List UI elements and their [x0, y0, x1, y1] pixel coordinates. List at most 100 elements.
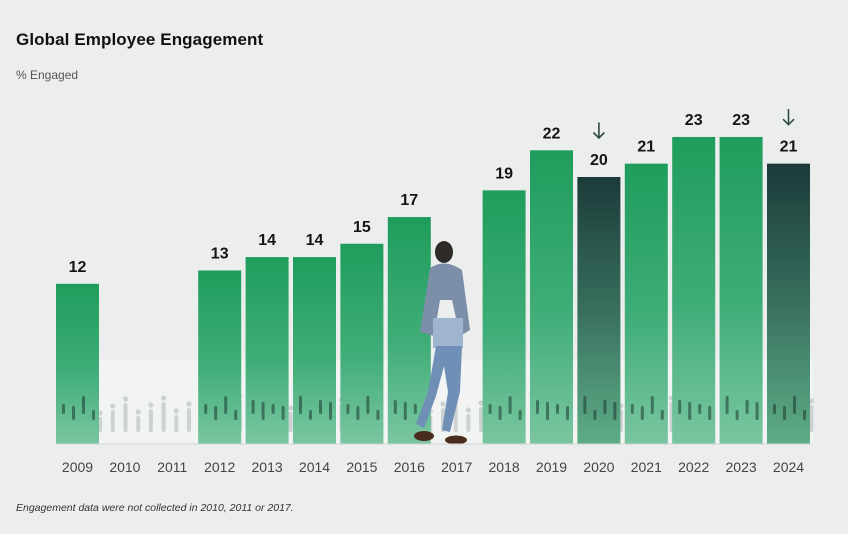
- x-tick-2013: 2013: [252, 459, 283, 475]
- bar-crowd-person: [413, 404, 417, 414]
- crowd-person: [148, 409, 153, 432]
- arrow-down-icon: [782, 108, 795, 126]
- bar-crowd-person: [735, 410, 739, 420]
- bar-crowd-person: [356, 406, 360, 420]
- value-label-2016: 17: [400, 192, 418, 209]
- bar-crowd-person: [62, 404, 65, 414]
- value-label-2013: 14: [258, 232, 276, 249]
- crowd-person-head: [440, 401, 446, 407]
- bar-crowd-person: [376, 410, 380, 420]
- bar-crowd-person: [403, 402, 407, 420]
- crowd-person: [809, 405, 814, 432]
- crowd-person-head: [122, 396, 129, 402]
- x-tick-2010: 2010: [109, 459, 140, 475]
- arrow-down-icon: [593, 122, 605, 140]
- bar-crowd-person: [745, 400, 749, 414]
- bar-crowd-person: [251, 400, 255, 414]
- bar-crowd-person: [660, 410, 664, 420]
- x-tick-2014: 2014: [299, 459, 330, 475]
- crowd-person-head: [186, 401, 192, 407]
- crowd-person-head: [135, 409, 141, 415]
- bar-crowd-person: [556, 404, 559, 414]
- crowd-person: [466, 414, 471, 432]
- x-tick-2022: 2022: [678, 459, 709, 475]
- x-tick-2020: 2020: [583, 459, 614, 475]
- bar-shade-2024: [767, 163, 810, 444]
- crowd-person: [187, 408, 191, 432]
- value-label-2022: 23: [685, 112, 703, 129]
- bar-crowd-person: [366, 396, 370, 414]
- bar-crowd-person: [234, 410, 238, 420]
- crowd-person-head: [465, 407, 471, 413]
- x-tick-2024: 2024: [773, 459, 804, 475]
- value-label-2021: 21: [637, 139, 655, 156]
- x-tick-2021: 2021: [631, 459, 662, 475]
- bar-crowd-person: [773, 404, 776, 414]
- crowd-person-head: [161, 395, 167, 401]
- walker-head: [435, 241, 453, 263]
- crowd-person: [110, 410, 115, 432]
- x-tick-2009: 2009: [62, 459, 93, 475]
- bar-shade-2012: [198, 270, 242, 444]
- bar-crowd-person: [498, 406, 502, 420]
- bar-shade-2021: [624, 163, 668, 444]
- walker-left-shoe: [414, 431, 434, 441]
- footnote: Engagement data were not collected in 20…: [16, 502, 294, 514]
- bar-crowd-person: [546, 402, 549, 420]
- x-tick-2012: 2012: [204, 459, 235, 475]
- walker-right-shoe: [445, 435, 467, 445]
- walker-jacket: [420, 263, 470, 336]
- bar-crowd-person: [678, 400, 682, 414]
- x-tick-2023: 2023: [726, 459, 757, 475]
- bar-crowd-person: [488, 404, 492, 414]
- crowd-person: [98, 417, 103, 432]
- bar-crowd-person: [214, 406, 218, 420]
- bar-crowd-person: [583, 396, 587, 414]
- bar-crowd-person: [309, 410, 312, 420]
- value-label-2019: 22: [543, 125, 561, 142]
- crowd-person-head: [478, 400, 484, 406]
- bar-crowd-person: [204, 404, 208, 414]
- crowd-person-head: [173, 408, 179, 414]
- x-tick-2019: 2019: [536, 459, 567, 475]
- bar-crowd-person: [518, 410, 522, 420]
- bar-crowd-person: [708, 406, 712, 420]
- bar-crowd-person: [299, 396, 302, 414]
- x-tick-2011: 2011: [157, 459, 187, 475]
- bar-crowd-person: [688, 402, 692, 420]
- bar-crowd-person: [630, 404, 634, 414]
- bar-shade-2023: [719, 136, 763, 444]
- bar-crowd-person: [536, 400, 539, 414]
- value-label-2020: 20: [590, 152, 608, 169]
- bar-crowd-person: [319, 400, 322, 414]
- bar-crowd-person: [783, 406, 786, 420]
- bar-crowd-person: [329, 402, 332, 420]
- bar-crowd-person: [271, 404, 275, 414]
- value-label-2018: 19: [495, 165, 513, 182]
- bar-crowd-person: [508, 396, 512, 414]
- value-label-2015: 15: [353, 219, 371, 236]
- bar-crowd-person: [92, 410, 95, 420]
- x-tick-2016: 2016: [394, 459, 425, 475]
- x-tick-2018: 2018: [489, 459, 520, 475]
- bar-crowd-person: [393, 400, 397, 414]
- bar-crowd-person: [261, 402, 265, 420]
- x-tick-2015: 2015: [346, 459, 377, 475]
- crowd-person: [174, 415, 179, 432]
- value-label-2024: 21: [780, 139, 798, 156]
- bar-crowd-person: [72, 406, 75, 420]
- bar-shade-2022: [672, 136, 716, 444]
- bar-crowd-person: [566, 406, 569, 420]
- chart-title: Global Employee Engagement: [16, 30, 264, 49]
- crowd-person: [161, 402, 166, 432]
- crowd-person: [123, 403, 128, 432]
- x-tick-2017: 2017: [441, 459, 472, 475]
- bar-crowd-person: [613, 402, 617, 420]
- crowd-person-head: [110, 403, 116, 409]
- bar-crowd-person: [698, 404, 702, 414]
- crowd-person: [288, 412, 293, 432]
- value-label-2012: 13: [211, 245, 229, 262]
- bar-crowd-person: [346, 404, 350, 414]
- walker-jeans: [416, 346, 462, 432]
